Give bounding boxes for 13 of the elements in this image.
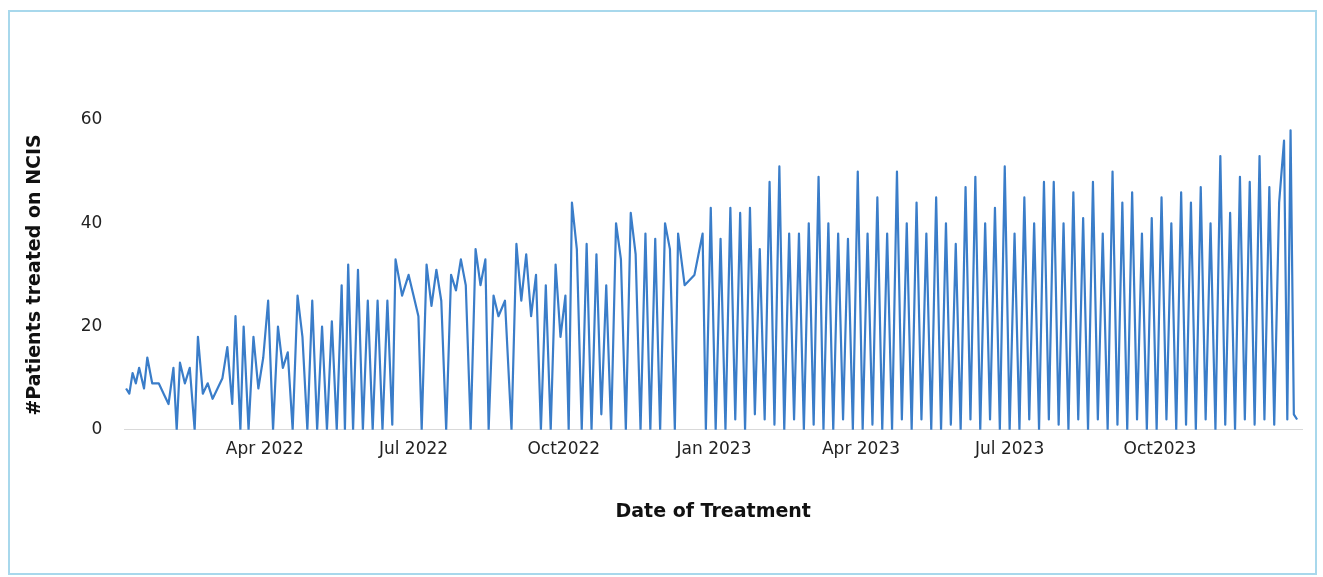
x-tick-label: Oct2022 <box>527 438 601 459</box>
x-tick-label: Jul 2023 <box>974 438 1045 459</box>
y-tick-label: 20 <box>80 314 103 335</box>
x-tick-label: Apr 2022 <box>225 438 304 459</box>
x-axis-title: Date of Treatment <box>615 498 811 521</box>
y-tick-label: 60 <box>80 108 103 129</box>
x-tick-label: Jul 2022 <box>377 438 449 459</box>
y-axis-title: #Patients treated on NCIS <box>22 134 45 416</box>
y-tick-label: 0 <box>91 418 103 439</box>
x-tick-label: Apr 2023 <box>821 438 901 459</box>
y-tick-label: 40 <box>80 211 103 232</box>
x-tick-label: Jan 2023 <box>675 438 752 459</box>
x-tick-label: Oct2023 <box>1123 438 1197 459</box>
